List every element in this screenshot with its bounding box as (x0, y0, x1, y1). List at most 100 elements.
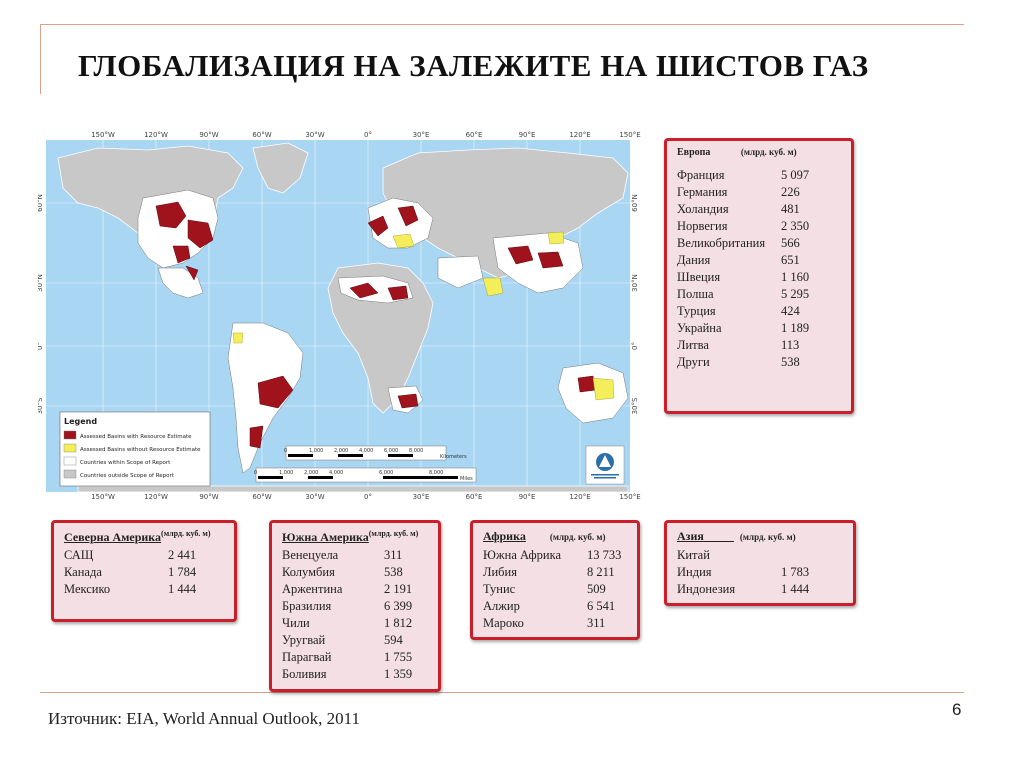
north-america-title: Северна Америка (64, 530, 162, 544)
legend-label: Assessed Basins without Resource Estimat… (80, 447, 201, 453)
legend-label: Countries within Scope of Report (80, 460, 171, 466)
mi-tick-label: 0 (254, 470, 257, 476)
asia-header: Азия (млрд. куб. м) (677, 529, 796, 544)
africa-unit: (млрд. куб. м) (549, 532, 606, 542)
country-name: Тунис (483, 582, 516, 596)
country-name: Либия (483, 565, 517, 579)
country-name: Мексико (64, 582, 111, 596)
country-name: Холандия (677, 202, 729, 216)
km-tick-label: 2,000 (334, 448, 348, 454)
left-rule (40, 24, 41, 94)
legend-swatch (63, 443, 77, 453)
country-name: Китай (677, 548, 710, 562)
south-america-header: Южна Америка(млрд. куб. м) (282, 529, 418, 545)
bottom-lon-label: 60°E (466, 493, 483, 500)
country-name: САЩ (64, 548, 94, 562)
country-name: Венецуела (282, 548, 339, 562)
legend-label: Assessed Basins with Resource Estimate (80, 434, 192, 440)
country-name: Чили (282, 616, 310, 630)
country-name: Турция (677, 304, 716, 318)
top-lon-label: 30°E (413, 131, 430, 139)
asia-unit: (млрд. куб. м) (739, 532, 796, 542)
left-lat-label: 0° (38, 342, 44, 350)
country-name: Индия (677, 565, 712, 579)
reserve-value: 13 733 (587, 548, 622, 562)
bottom-lon-label: 30°W (305, 493, 324, 500)
country-name: Боливия (282, 667, 327, 681)
country-name: Германия (677, 185, 728, 199)
europe-title: Европа (677, 147, 711, 158)
bottom-lon-label: 120°W (144, 493, 168, 500)
country-name: Мароко (483, 616, 524, 630)
south-america-unit: (млрд. куб. м) (368, 529, 419, 538)
south-america-title: Южна Америка (282, 530, 369, 544)
reserve-value: 311 (587, 616, 606, 630)
reserve-value: 424 (781, 304, 800, 318)
reserve-value: 2 191 (384, 582, 413, 596)
left-latitude-labels: 60°N 30°N 0° 30°S (38, 194, 44, 414)
eia-logo-icon (585, 445, 625, 485)
bottom-lon-label: 120°E (569, 493, 590, 500)
asia-panel: Азия (млрд. куб. м) Китай Индия 1 783 Индон… (664, 520, 856, 606)
country-name: Индонезия (677, 582, 736, 596)
country-name: Украйна (677, 321, 722, 335)
reserve-value: 481 (781, 202, 800, 216)
top-lon-label: 0° (364, 131, 372, 139)
north-america-unit: (млрд. куб. м) (161, 529, 211, 538)
slide-title: ГЛОБАЛИЗАЦИЯ НА ЗАЛЕЖИТЕ НА ШИСТОВ ГАЗ (78, 48, 869, 83)
km-tick-label: 0 (284, 448, 287, 454)
country-name: Дания (677, 253, 711, 267)
country-name: Швеция (677, 270, 721, 284)
reserve-value: 8 211 (587, 565, 615, 579)
bottom-lon-label: 90°E (519, 493, 536, 500)
km-tick-label: 1,000 (309, 448, 323, 454)
world-shale-map: 150°W 120°W 90°W 60°W 30°W 0° 30°E 60°E 90°E 120°… (38, 128, 642, 500)
reserve-value: 6 399 (384, 599, 413, 613)
country-name: Великобритания (677, 236, 766, 250)
reserve-value: 594 (384, 633, 403, 647)
top-lon-label: 90°W (199, 131, 218, 139)
reserve-value: 1 160 (781, 270, 810, 284)
top-lon-label: 60°E (466, 131, 483, 139)
right-lat-label: 0° (631, 342, 639, 350)
reserve-value: 1 444 (781, 582, 810, 596)
country-name: Литва (677, 338, 709, 352)
km-tick-label: 8,000 (409, 448, 423, 454)
top-lon-label: 60°W (252, 131, 271, 139)
africa-title: Африка (483, 529, 526, 543)
reserve-value: 509 (587, 582, 606, 596)
reserve-value: 2 350 (781, 219, 810, 233)
page-number: 6 (952, 700, 962, 719)
country-name: Норвегия (677, 219, 728, 233)
country-name: Южна Африка (483, 548, 562, 562)
europe-header: Европа (млрд. куб. м) (677, 147, 797, 158)
legend-label: Countries outside Scope of Report (80, 473, 175, 479)
mi-tick-label: 1,000 (279, 470, 293, 476)
reserve-value: 1 359 (384, 667, 413, 681)
bottom-lon-label: 0° (364, 493, 372, 500)
km-unit: Kilometers (440, 454, 467, 460)
africa-header: Африка (млрд. куб. м) (483, 529, 606, 544)
south-america-panel: Южна Америка(млрд. куб. м) Венецуела 311 К… (269, 520, 441, 692)
reserve-value: 538 (781, 355, 800, 369)
right-lat-label: 30°S (631, 397, 639, 414)
reserve-value: 311 (384, 548, 403, 562)
north-america-header: Северна Америка(млрд. куб. м) (64, 529, 211, 545)
mi-tick-label: 4,000 (329, 470, 343, 476)
country-name: Колумбия (282, 565, 335, 579)
left-lat-label: 30°N (38, 274, 44, 292)
bottom-lon-label: 60°W (252, 493, 271, 500)
reserve-value: 5 097 (781, 168, 810, 182)
top-rule (40, 24, 964, 25)
left-lat-label: 30°S (38, 397, 44, 414)
country-name: Франция (677, 168, 725, 182)
km-tick-label: 6,000 (384, 448, 398, 454)
reserve-value: 1 784 (168, 565, 197, 579)
basins-with-estimate (155, 201, 597, 449)
legend-title: Legend (64, 417, 97, 426)
bottom-rule (40, 692, 964, 693)
km-tick-label: 4,000 (359, 448, 373, 454)
reserve-value: 1 444 (168, 582, 197, 596)
left-lat-label: 60°N (38, 194, 44, 212)
mi-tick-label: 6,000 (379, 470, 393, 476)
